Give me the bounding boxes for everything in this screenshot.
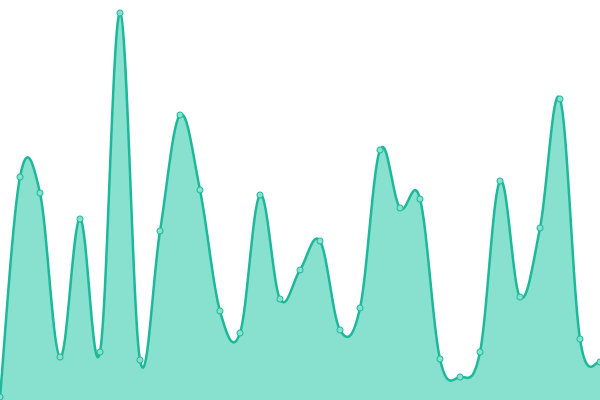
point (296, 266, 304, 274)
point (76, 215, 84, 223)
point (256, 191, 264, 199)
point (576, 335, 584, 343)
point (416, 195, 424, 203)
point (316, 237, 324, 245)
point (216, 307, 224, 315)
point (476, 348, 484, 356)
point (456, 373, 464, 381)
point (276, 295, 284, 303)
point (196, 186, 204, 194)
point (176, 111, 184, 119)
point (336, 326, 344, 334)
point (356, 304, 364, 312)
point (556, 95, 564, 103)
point (96, 348, 104, 356)
point (396, 204, 404, 212)
point (516, 293, 524, 301)
point (376, 146, 384, 154)
point (56, 353, 64, 361)
point (36, 189, 44, 197)
point (596, 358, 600, 366)
point (536, 224, 544, 232)
area-fill (0, 12, 600, 400)
point (136, 356, 144, 364)
point (236, 329, 244, 337)
point (496, 177, 504, 185)
point (116, 9, 124, 17)
point (0, 393, 4, 400)
point (16, 173, 24, 181)
point (436, 355, 444, 363)
point (156, 227, 164, 235)
